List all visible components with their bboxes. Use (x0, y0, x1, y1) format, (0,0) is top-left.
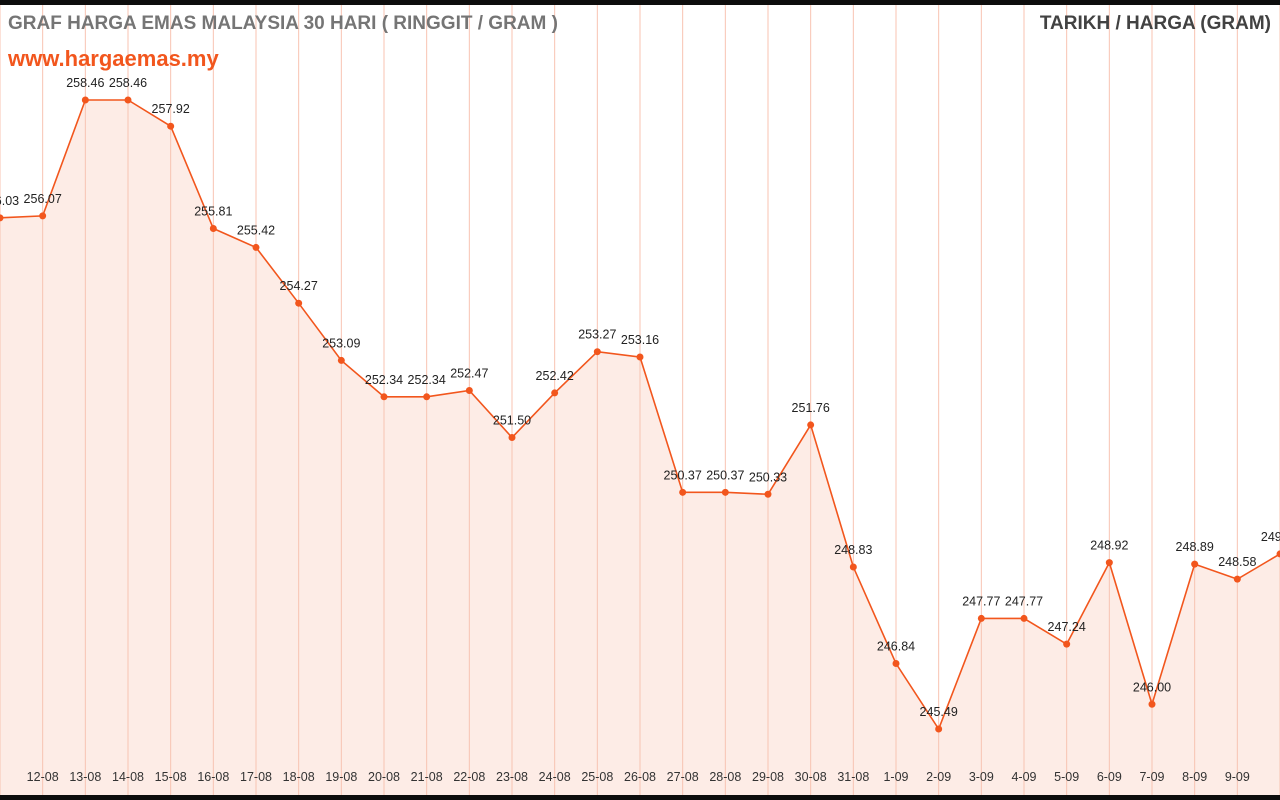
x-tick-label: 15-08 (155, 770, 187, 784)
x-tick-label: 21-08 (411, 770, 443, 784)
data-point (380, 393, 388, 401)
x-tick-label: 29-08 (752, 770, 784, 784)
x-tick-label: 28-08 (709, 770, 741, 784)
x-tick-label: 25-08 (581, 770, 613, 784)
data-point (39, 212, 47, 220)
data-label: 253.16 (621, 333, 659, 347)
data-point (679, 488, 687, 496)
data-point (977, 614, 985, 622)
data-label: 252.47 (450, 366, 488, 380)
x-tick-label: 8-09 (1182, 770, 1207, 784)
data-point (1276, 550, 1280, 558)
x-tick-label: 22-08 (453, 770, 485, 784)
data-label: 248.58 (1218, 555, 1256, 569)
data-label: 246.84 (877, 640, 915, 654)
data-label: 254.27 (280, 279, 318, 293)
data-label: 248.83 (834, 543, 872, 557)
data-point (0, 214, 4, 222)
data-label: 247.24 (1048, 620, 1086, 634)
data-point (1063, 640, 1071, 648)
data-label: 252.34 (408, 373, 446, 387)
x-tick-label: 27-08 (667, 770, 699, 784)
data-label: 253.27 (578, 328, 616, 342)
site-link[interactable]: www.hargaemas.my (8, 46, 219, 71)
chart-title: GRAF HARGA EMAS MALAYSIA 30 HARI ( RINGG… (8, 13, 558, 34)
x-tick-label: 3-09 (969, 770, 994, 784)
data-point (295, 299, 303, 307)
x-tick-label: 13-08 (69, 770, 101, 784)
x-tick-label: 18-08 (283, 770, 315, 784)
x-tick-label: 6-09 (1097, 770, 1122, 784)
data-label: 247.77 (1005, 594, 1043, 608)
data-point (508, 434, 516, 442)
x-tick-label: 30-08 (795, 770, 827, 784)
data-point (892, 660, 900, 668)
data-label: 246.00 (1133, 680, 1171, 694)
x-tick-label: 5-09 (1054, 770, 1079, 784)
data-label: 251.76 (792, 401, 830, 415)
x-tick-label: 1-09 (883, 770, 908, 784)
data-label: 248.89 (1176, 540, 1214, 554)
data-point (124, 96, 132, 104)
data-label: 255.81 (194, 205, 232, 219)
x-tick-label: 24-08 (539, 770, 571, 784)
data-point (337, 356, 345, 364)
data-label: 256.03 (0, 194, 19, 208)
data-point (849, 563, 857, 571)
data-point (935, 725, 943, 733)
x-tick-label: 23-08 (496, 770, 528, 784)
x-tick-label: 31-08 (837, 770, 869, 784)
data-point (721, 488, 729, 496)
data-label: 251.50 (493, 414, 531, 428)
bottom-bar (0, 795, 1280, 800)
data-label: 253.09 (322, 336, 360, 350)
data-label: 248.92 (1090, 539, 1128, 553)
data-label: 247.77 (962, 594, 1000, 608)
x-tick-label: 4-09 (1011, 770, 1036, 784)
data-point (1148, 700, 1156, 708)
data-label: 258.46 (109, 76, 147, 90)
data-point (593, 348, 601, 356)
x-tick-label: 20-08 (368, 770, 400, 784)
x-tick-label: 14-08 (112, 770, 144, 784)
data-label: 257.92 (152, 102, 190, 116)
x-tick-label: 19-08 (325, 770, 357, 784)
x-tick-label: 9-09 (1225, 770, 1250, 784)
data-point (807, 421, 815, 429)
data-point (209, 225, 217, 233)
data-point (1233, 575, 1241, 583)
x-tick-label: 26-08 (624, 770, 656, 784)
x-tick-label: 12-08 (27, 770, 59, 784)
data-label: 256.07 (24, 192, 62, 206)
data-label: 252.34 (365, 373, 403, 387)
data-label: 250.33 (749, 470, 787, 484)
data-label: 249.10 (1261, 530, 1280, 544)
data-point (636, 353, 644, 361)
data-label: 245.49 (920, 705, 958, 719)
data-label: 258.46 (66, 76, 104, 90)
data-point (1191, 560, 1199, 568)
x-tick-label: 17-08 (240, 770, 272, 784)
data-label: 252.42 (536, 369, 574, 383)
data-point (764, 490, 772, 498)
data-point (1105, 559, 1113, 567)
data-point (252, 243, 260, 251)
data-point (465, 386, 473, 394)
data-point (551, 389, 559, 397)
data-point (1020, 614, 1028, 622)
data-label: 250.37 (706, 468, 744, 482)
data-point (167, 122, 175, 130)
data-label: 250.37 (664, 468, 702, 482)
x-tick-label: 2-09 (926, 770, 951, 784)
data-label: 255.42 (237, 223, 275, 237)
data-point (423, 393, 431, 401)
legend-label: TARIKH / HARGA (GRAM) (1039, 13, 1271, 34)
top-bar (0, 0, 1280, 5)
x-tick-label: 7-09 (1139, 770, 1164, 784)
x-tick-label: 16-08 (197, 770, 229, 784)
data-point (81, 96, 89, 104)
